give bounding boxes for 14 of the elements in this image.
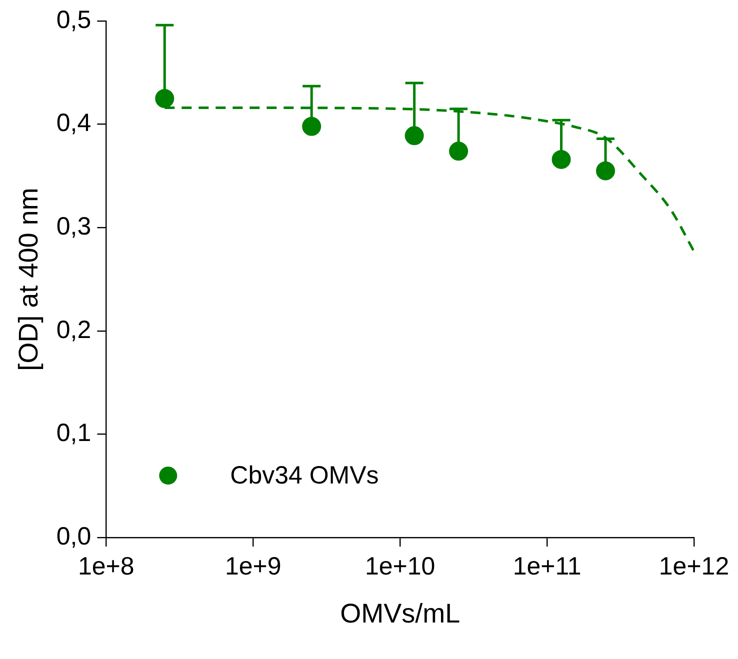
x-tick-label: 1e+10 [364, 552, 436, 580]
y-tick-label: 0,5 [56, 6, 92, 34]
y-tick-label: 0,1 [56, 419, 92, 448]
y-tick-label: 0,4 [56, 109, 92, 138]
x-tick-label: 1e+8 [78, 552, 134, 580]
y-axis-title: [OD] at 400 nm [14, 188, 44, 371]
x-tick-label: 1e+9 [224, 552, 282, 580]
y-tick-label: 0,0 [56, 522, 92, 550]
y-tick-label: 0,3 [56, 212, 92, 241]
x-tick-label: 1e+11 [512, 552, 582, 580]
x-axis-title: OMVs/mL [340, 598, 460, 628]
legend-label: Cbv34 OMVs [230, 461, 379, 490]
x-tick-label: 1e+12 [658, 552, 730, 580]
y-tick-label: 0,2 [56, 316, 92, 344]
